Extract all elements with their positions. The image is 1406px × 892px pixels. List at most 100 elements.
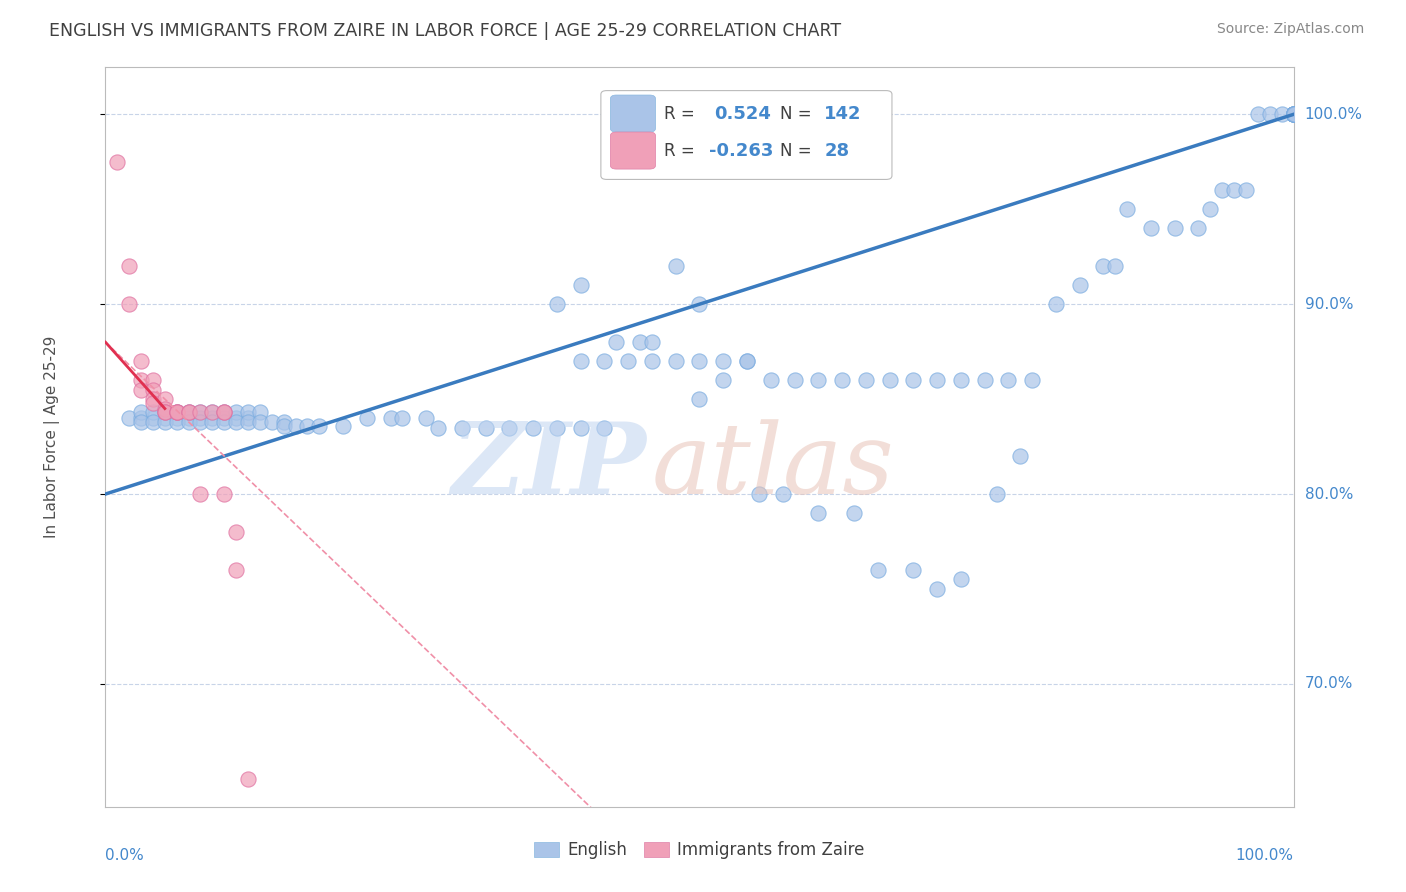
Text: Source: ZipAtlas.com: Source: ZipAtlas.com: [1216, 22, 1364, 37]
Point: [1282, 107, 1305, 121]
Point: [1258, 107, 1281, 121]
Point: [297, 418, 319, 433]
Point: [641, 335, 664, 350]
Point: [1282, 107, 1305, 121]
Text: 0.0%: 0.0%: [105, 848, 145, 863]
Point: [569, 278, 592, 293]
Point: [1116, 202, 1139, 217]
Point: [973, 373, 995, 387]
Point: [166, 405, 188, 419]
Point: [593, 354, 616, 368]
Point: [1282, 107, 1305, 121]
Point: [1282, 107, 1305, 121]
Point: [1247, 107, 1270, 121]
Point: [783, 373, 806, 387]
Text: R =: R =: [664, 104, 695, 122]
Point: [166, 405, 188, 419]
Point: [142, 383, 165, 397]
Point: [1282, 107, 1305, 121]
Point: [225, 415, 247, 429]
Point: [166, 415, 188, 429]
Point: [1092, 259, 1115, 273]
Point: [153, 401, 176, 416]
Point: [105, 154, 128, 169]
Point: [380, 411, 402, 425]
Point: [1211, 183, 1233, 197]
Point: [1282, 107, 1305, 121]
Point: [129, 411, 152, 425]
Point: [225, 411, 247, 425]
Point: [949, 373, 972, 387]
Point: [1282, 107, 1305, 121]
Point: [1282, 107, 1305, 121]
Point: [177, 405, 200, 419]
Point: [1282, 107, 1305, 121]
Point: [1282, 107, 1305, 121]
Text: 100.0%: 100.0%: [1305, 107, 1362, 122]
Point: [236, 405, 259, 419]
Text: 100.0%: 100.0%: [1236, 848, 1294, 863]
Point: [153, 405, 176, 419]
Point: [190, 405, 212, 419]
Point: [190, 487, 212, 501]
Point: [569, 420, 592, 434]
Point: [641, 354, 664, 368]
Point: [1069, 278, 1091, 293]
Point: [1282, 107, 1305, 121]
FancyBboxPatch shape: [610, 132, 655, 169]
Text: 80.0%: 80.0%: [1305, 486, 1353, 501]
Point: [1104, 259, 1126, 273]
Point: [903, 563, 925, 577]
Legend: English, Immigrants from Zaire: English, Immigrants from Zaire: [527, 834, 872, 865]
Text: 90.0%: 90.0%: [1305, 297, 1353, 311]
Text: R =: R =: [664, 142, 695, 160]
Point: [879, 373, 901, 387]
Point: [842, 506, 865, 520]
Point: [450, 420, 472, 434]
Point: [118, 259, 141, 273]
Point: [772, 487, 794, 501]
Point: [236, 411, 259, 425]
Point: [1282, 107, 1305, 121]
Point: [569, 354, 592, 368]
Point: [1282, 107, 1305, 121]
Point: [1282, 107, 1305, 121]
Point: [249, 415, 271, 429]
Point: [153, 405, 176, 419]
Point: [166, 405, 188, 419]
Text: 142: 142: [824, 104, 862, 122]
Point: [153, 405, 176, 419]
Point: [129, 373, 152, 387]
Point: [1234, 183, 1257, 197]
Point: [1282, 107, 1305, 121]
Point: [142, 396, 165, 410]
Point: [190, 405, 212, 419]
Point: [142, 415, 165, 429]
Text: 28: 28: [824, 142, 849, 160]
Point: [201, 405, 224, 419]
Point: [1271, 107, 1294, 121]
Point: [332, 418, 354, 433]
Point: [1199, 202, 1222, 217]
Point: [415, 411, 437, 425]
Text: N =: N =: [780, 104, 811, 122]
Point: [866, 563, 889, 577]
Point: [177, 405, 200, 419]
Text: atlas: atlas: [652, 419, 894, 515]
Point: [190, 411, 212, 425]
Point: [225, 405, 247, 419]
Point: [236, 415, 259, 429]
Point: [129, 405, 152, 419]
Point: [1282, 107, 1305, 121]
Point: [142, 373, 165, 387]
FancyBboxPatch shape: [610, 95, 655, 132]
Point: [949, 573, 972, 587]
Point: [986, 487, 1008, 501]
Point: [177, 415, 200, 429]
Point: [260, 415, 283, 429]
Point: [153, 411, 176, 425]
Point: [689, 392, 711, 406]
Point: [1282, 107, 1305, 121]
Text: 70.0%: 70.0%: [1305, 676, 1353, 691]
Point: [807, 373, 830, 387]
